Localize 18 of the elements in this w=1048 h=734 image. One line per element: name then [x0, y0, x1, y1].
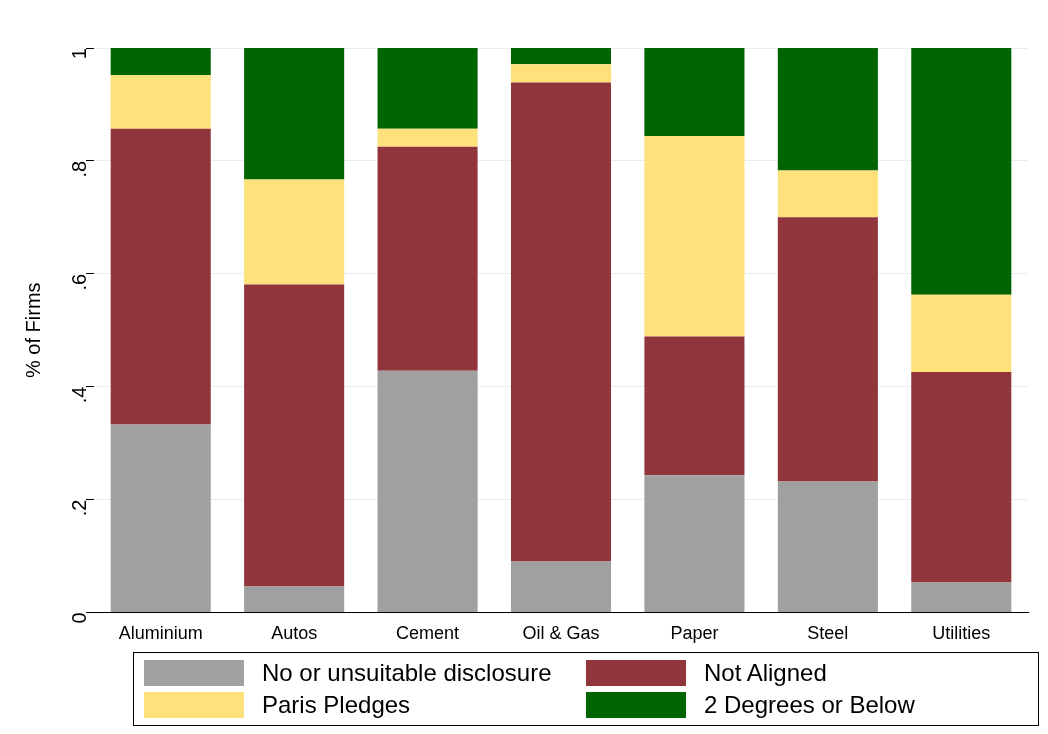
x-tick-label: Oil & Gas: [522, 623, 600, 644]
y-tick-label: .6: [67, 273, 90, 291]
y-tick-label: .8: [67, 160, 90, 178]
legend-label: Paris Pledges: [262, 691, 411, 719]
legend-label: 2 Degrees or Below: [704, 691, 915, 719]
y-tick-label: .4: [67, 386, 90, 404]
legend-label: No or unsuitable disclosure: [262, 659, 552, 687]
x-tick-label: Aluminium: [118, 623, 203, 644]
x-tick-label: Autos: [271, 623, 318, 644]
y-tick-label: 1: [67, 48, 90, 60]
x-tick-label: Utilities: [932, 623, 991, 644]
x-tick-label: Paper: [670, 623, 719, 644]
y-tick-label: 0: [67, 612, 90, 624]
y-axis-title: % of Firms: [21, 282, 44, 378]
legend-label: Not Aligned: [704, 659, 827, 687]
x-tick-label: Cement: [396, 623, 460, 644]
x-tick-label: Steel: [807, 623, 849, 644]
y-tick-label: .2: [67, 499, 90, 517]
